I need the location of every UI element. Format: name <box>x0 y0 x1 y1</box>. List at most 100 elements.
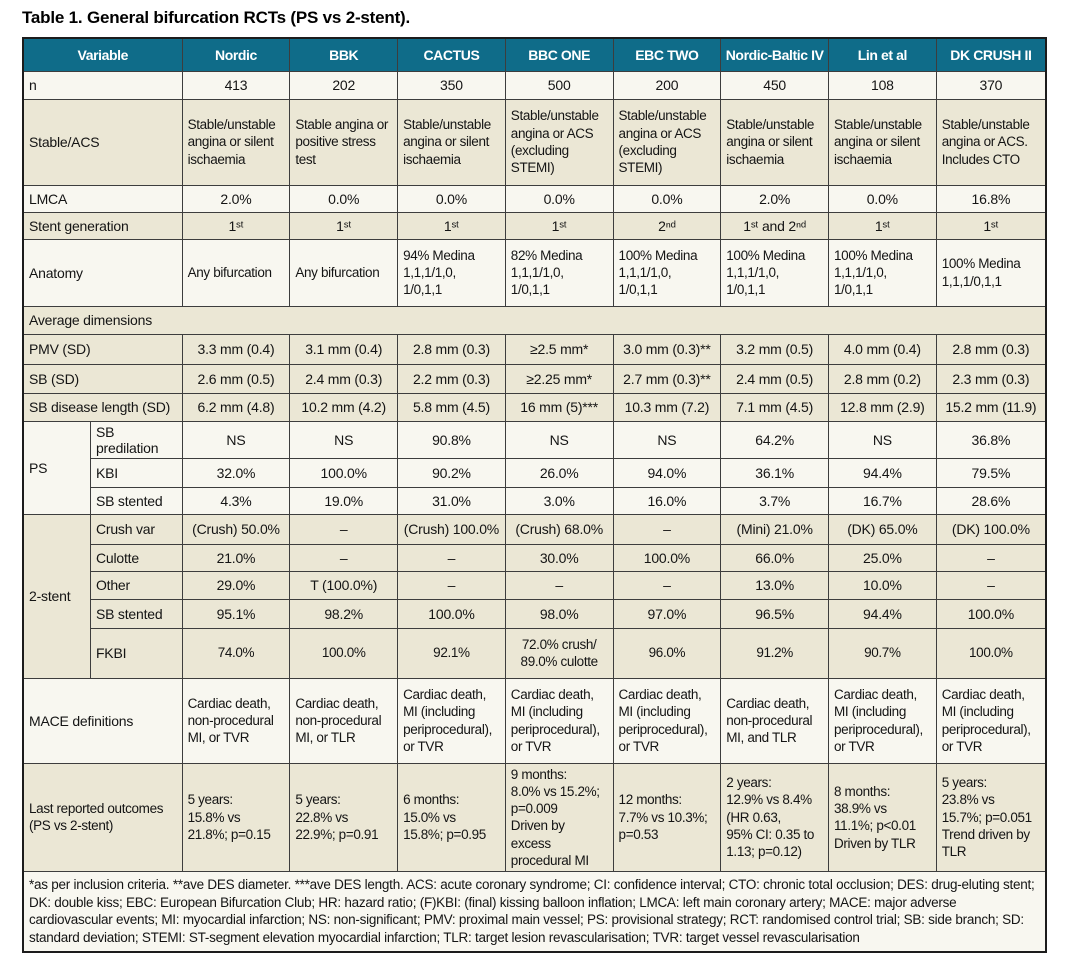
cell-value: 2.4 mm (0.5) <box>720 363 829 394</box>
cell-value: 12 months: 7.7% vs 10.3%; p=0.53 <box>612 762 722 873</box>
row-label-mace-definitions: MACE definitions <box>22 677 183 764</box>
cell-value: 200 <box>612 70 722 100</box>
row-label-sb-sd: SB (SD) <box>22 363 183 394</box>
cell-value: 94.4% <box>828 457 937 488</box>
cell-value: 96.0% <box>612 627 722 679</box>
cell-value: Cardiac death, MI (including periprocedu… <box>828 677 937 764</box>
cell-value: – <box>289 513 399 545</box>
cell-value: NS <box>289 420 399 459</box>
cell-value: 30.0% <box>504 543 614 572</box>
cell-value: 36.1% <box>720 457 829 488</box>
cell-value: 94% Medina 1,1,1/1,0, 1/0,1,1 <box>397 238 506 307</box>
rct-comparison-table: Variable Nordic BBK CACTUS BBC ONE EBC T… <box>22 37 1047 953</box>
cell-value: 95.1% <box>181 598 291 629</box>
cell-value: Stable/unstable angina or silent ischaem… <box>828 98 937 186</box>
row-label-culotte: Culotte <box>89 543 183 572</box>
cell-value: 90.2% <box>397 457 506 488</box>
cell-value: Cardiac death, MI (including periprocedu… <box>935 677 1047 764</box>
column-header-variable: Variable <box>22 37 183 72</box>
cell-value: T (100.0%) <box>289 570 399 600</box>
table-title: Table 1. General bifurcation RCTs (PS vs… <box>22 8 411 27</box>
cell-value: 2.8 mm (0.2) <box>828 363 937 394</box>
cell-value: – <box>397 570 506 600</box>
cell-value: 2.7 mm (0.3)** <box>612 363 722 394</box>
group-label-ps: PS <box>22 420 91 515</box>
table-row-stent-generation: Stent generation 1ˢᵗ 1ˢᵗ 1ˢᵗ 1ˢᵗ 2ⁿᵈ 1ˢᵗ… <box>22 211 1047 240</box>
section-label-average-dimensions: Average dimensions <box>22 305 1047 335</box>
cell-value: 100% Medina 1,1,1/1,0, 1/0,1,1 <box>720 238 829 307</box>
cell-value: 2.3 mm (0.3) <box>935 363 1047 394</box>
cell-value: 500 <box>504 70 614 100</box>
cell-value: 90.7% <box>828 627 937 679</box>
cell-value: 16.8% <box>935 184 1047 213</box>
cell-value: 5 years: 23.8% vs 15.7%; p=0.051 Trend d… <box>935 762 1047 873</box>
cell-value: 2 years: 12.9% vs 8.4% (HR 0.63, 95% CI:… <box>720 762 829 873</box>
cell-value: 91.2% <box>720 627 829 679</box>
table-row-footnote: *as per inclusion criteria. **ave DES di… <box>22 871 1047 953</box>
cell-value: 3.1 mm (0.4) <box>289 333 399 365</box>
cell-value: 26.0% <box>504 457 614 488</box>
cell-value: 4.3% <box>181 486 291 515</box>
cell-value: 16.7% <box>828 486 937 515</box>
cell-value: Cardiac death, non-procedural MI, and TL… <box>720 677 829 764</box>
cell-value: 98.2% <box>289 598 399 629</box>
cell-value: – <box>289 543 399 572</box>
table-row-mace-definitions: MACE definitions Cardiac death, non-proc… <box>22 677 1047 764</box>
table-row-fkbi: FKBI 74.0% 100.0% 92.1% 72.0% crush/ 89.… <box>23 627 1047 679</box>
row-label-anatomy: Anatomy <box>22 238 183 307</box>
cell-value: NS <box>181 420 291 459</box>
cell-value: 100.0% <box>935 598 1047 629</box>
cell-value: 0.0% <box>397 184 506 213</box>
row-label-stent-generation: Stent generation <box>22 211 183 240</box>
cell-value: 0.0% <box>612 184 722 213</box>
cell-value: – <box>504 570 614 600</box>
cell-value: 3.0 mm (0.3)** <box>612 333 722 365</box>
cell-value: ≥2.5 mm* <box>504 333 614 365</box>
table-row-crush-var: 2-stent Crush var (Crush) 50.0% – (Crush… <box>22 513 1047 679</box>
cell-value: 10.2 mm (4.2) <box>289 392 399 422</box>
cell-value: Any bifurcation <box>289 238 399 307</box>
table-row-ps-sb-stented: SB stented 4.3% 19.0% 31.0% 3.0% 16.0% 3… <box>23 486 1047 515</box>
cell-value: 2.0% <box>720 184 829 213</box>
header-row: Variable Nordic BBK CACTUS BBC ONE EBC T… <box>22 37 1047 72</box>
cell-value: Stable/unstable angina or ACS. Includes … <box>935 98 1047 186</box>
cell-value: 66.0% <box>720 543 829 572</box>
cell-value: – <box>612 570 722 600</box>
column-header-dk-crush-ii: DK CRUSH II <box>935 37 1047 72</box>
row-label-sb-predilation: SB predilation <box>89 420 183 459</box>
cell-value: 9 months: 8.0% vs 15.2%; p=0.009 Driven … <box>504 762 614 873</box>
cell-value: 28.6% <box>935 486 1047 515</box>
cell-value: 4.0 mm (0.4) <box>828 333 937 365</box>
cell-value: 2.6 mm (0.5) <box>181 363 291 394</box>
cell-value: – <box>397 543 506 572</box>
column-header-nordic-baltic-iv: Nordic-Baltic IV <box>720 37 829 72</box>
cell-value: 31.0% <box>397 486 506 515</box>
table-row-n: n 413 202 350 500 200 450 108 370 <box>22 70 1047 100</box>
cell-value: (DK) 65.0% <box>828 513 937 545</box>
cell-value: 100% Medina 1,1,1/1,0, 1/0,1,1 <box>612 238 722 307</box>
table-row-lmca: LMCA 2.0% 0.0% 0.0% 0.0% 0.0% 2.0% 0.0% … <box>22 184 1047 213</box>
cell-value: Stable angina or positive stress test <box>289 98 399 186</box>
cell-value: – <box>935 570 1047 600</box>
column-header-bbk: BBK <box>289 37 399 72</box>
cell-value: (Mini) 21.0% <box>720 513 829 545</box>
cell-value: 0.0% <box>828 184 937 213</box>
cell-value: 0.0% <box>504 184 614 213</box>
cell-value: 450 <box>720 70 829 100</box>
cell-value: (DK) 100.0% <box>935 513 1047 545</box>
cell-value: 10.0% <box>828 570 937 600</box>
cell-value: 5 years: 15.8% vs 21.8%; p=0.15 <box>181 762 291 873</box>
row-label-other: Other <box>89 570 183 600</box>
table-row-sb-sd: SB (SD) 2.6 mm (0.5) 2.4 mm (0.3) 2.2 mm… <box>22 363 1047 394</box>
cell-value: 96.5% <box>720 598 829 629</box>
cell-value: 1ˢᵗ and 2ⁿᵈ <box>720 211 829 240</box>
cell-value: 6 months: 15.0% vs 15.8%; p=0.95 <box>397 762 506 873</box>
cell-value: Stable/unstable angina or silent ischaem… <box>720 98 829 186</box>
cell-value: 3.2 mm (0.5) <box>720 333 829 365</box>
cell-value: 10.3 mm (7.2) <box>612 392 722 422</box>
cell-value: Stable/unstable angina or silent ischaem… <box>397 98 506 186</box>
table-footnote: *as per inclusion criteria. **ave DES di… <box>22 871 1047 953</box>
cell-value: 15.2 mm (11.9) <box>935 392 1047 422</box>
cell-value: 21.0% <box>181 543 291 572</box>
cell-value: 108 <box>828 70 937 100</box>
